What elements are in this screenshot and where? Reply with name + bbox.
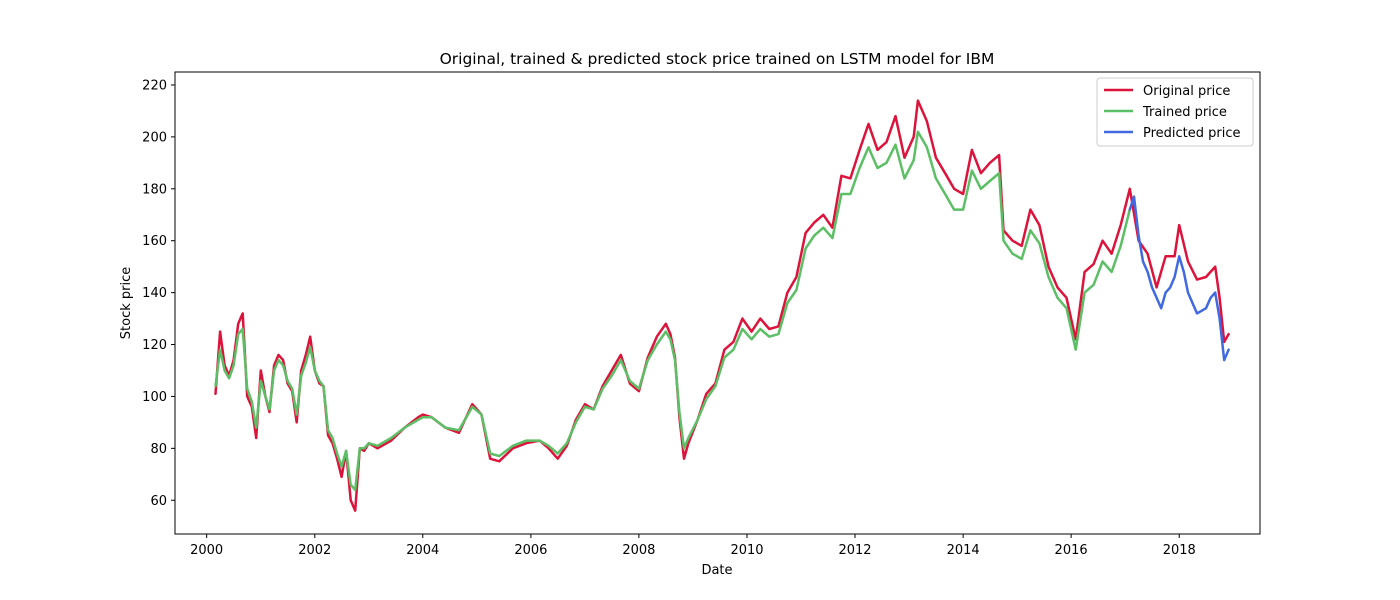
legend: Original price Trained price Predicted p… — [1096, 77, 1254, 147]
y-tick-label: 200 — [142, 130, 167, 145]
y-tick-label: 140 — [142, 286, 167, 301]
series-line-trained — [214, 130, 1132, 492]
y-tick-label: 180 — [142, 182, 167, 197]
x-axis-label: Date — [701, 563, 732, 578]
x-tick-label: 2008 — [622, 543, 655, 558]
x-tick-label: 2002 — [298, 543, 331, 558]
legend-frame — [1096, 77, 1254, 147]
legend-label-trained: Trained price — [1142, 105, 1227, 120]
legend-label-predicted: Predicted price — [1143, 126, 1241, 141]
series-line-predicted — [1128, 195, 1230, 362]
y-tick-label: 120 — [142, 338, 167, 353]
y-tick-label: 220 — [142, 78, 167, 93]
x-tick-label: 2006 — [514, 543, 547, 558]
x-tick-label: 2000 — [190, 543, 223, 558]
plot-lines — [214, 99, 1230, 512]
x-tick-label: 2014 — [947, 543, 980, 558]
y-tick-label: 60 — [150, 494, 167, 509]
legend-label-original: Original price — [1143, 84, 1230, 99]
x-tick-label: 2010 — [730, 543, 763, 558]
x-axis: 2000 2002 2004 2006 2008 2010 2012 2014 2016 2018 — [190, 534, 1196, 558]
y-axis-label: Stock price — [119, 267, 134, 339]
y-tick-label: 160 — [142, 234, 167, 249]
chart-title: Original, trained & predicted stock pric… — [440, 50, 995, 68]
plot-area-frame — [174, 71, 1261, 535]
x-tick-label: 2016 — [1055, 543, 1088, 558]
y-tick-label: 100 — [142, 390, 167, 405]
y-axis: 60 80 100 120 140 160 180 200 220 — [142, 78, 175, 509]
x-tick-label: 2012 — [838, 543, 871, 558]
x-tick-label: 2004 — [406, 543, 439, 558]
x-tick-label: 2018 — [1163, 543, 1196, 558]
y-tick-label: 80 — [150, 442, 167, 457]
